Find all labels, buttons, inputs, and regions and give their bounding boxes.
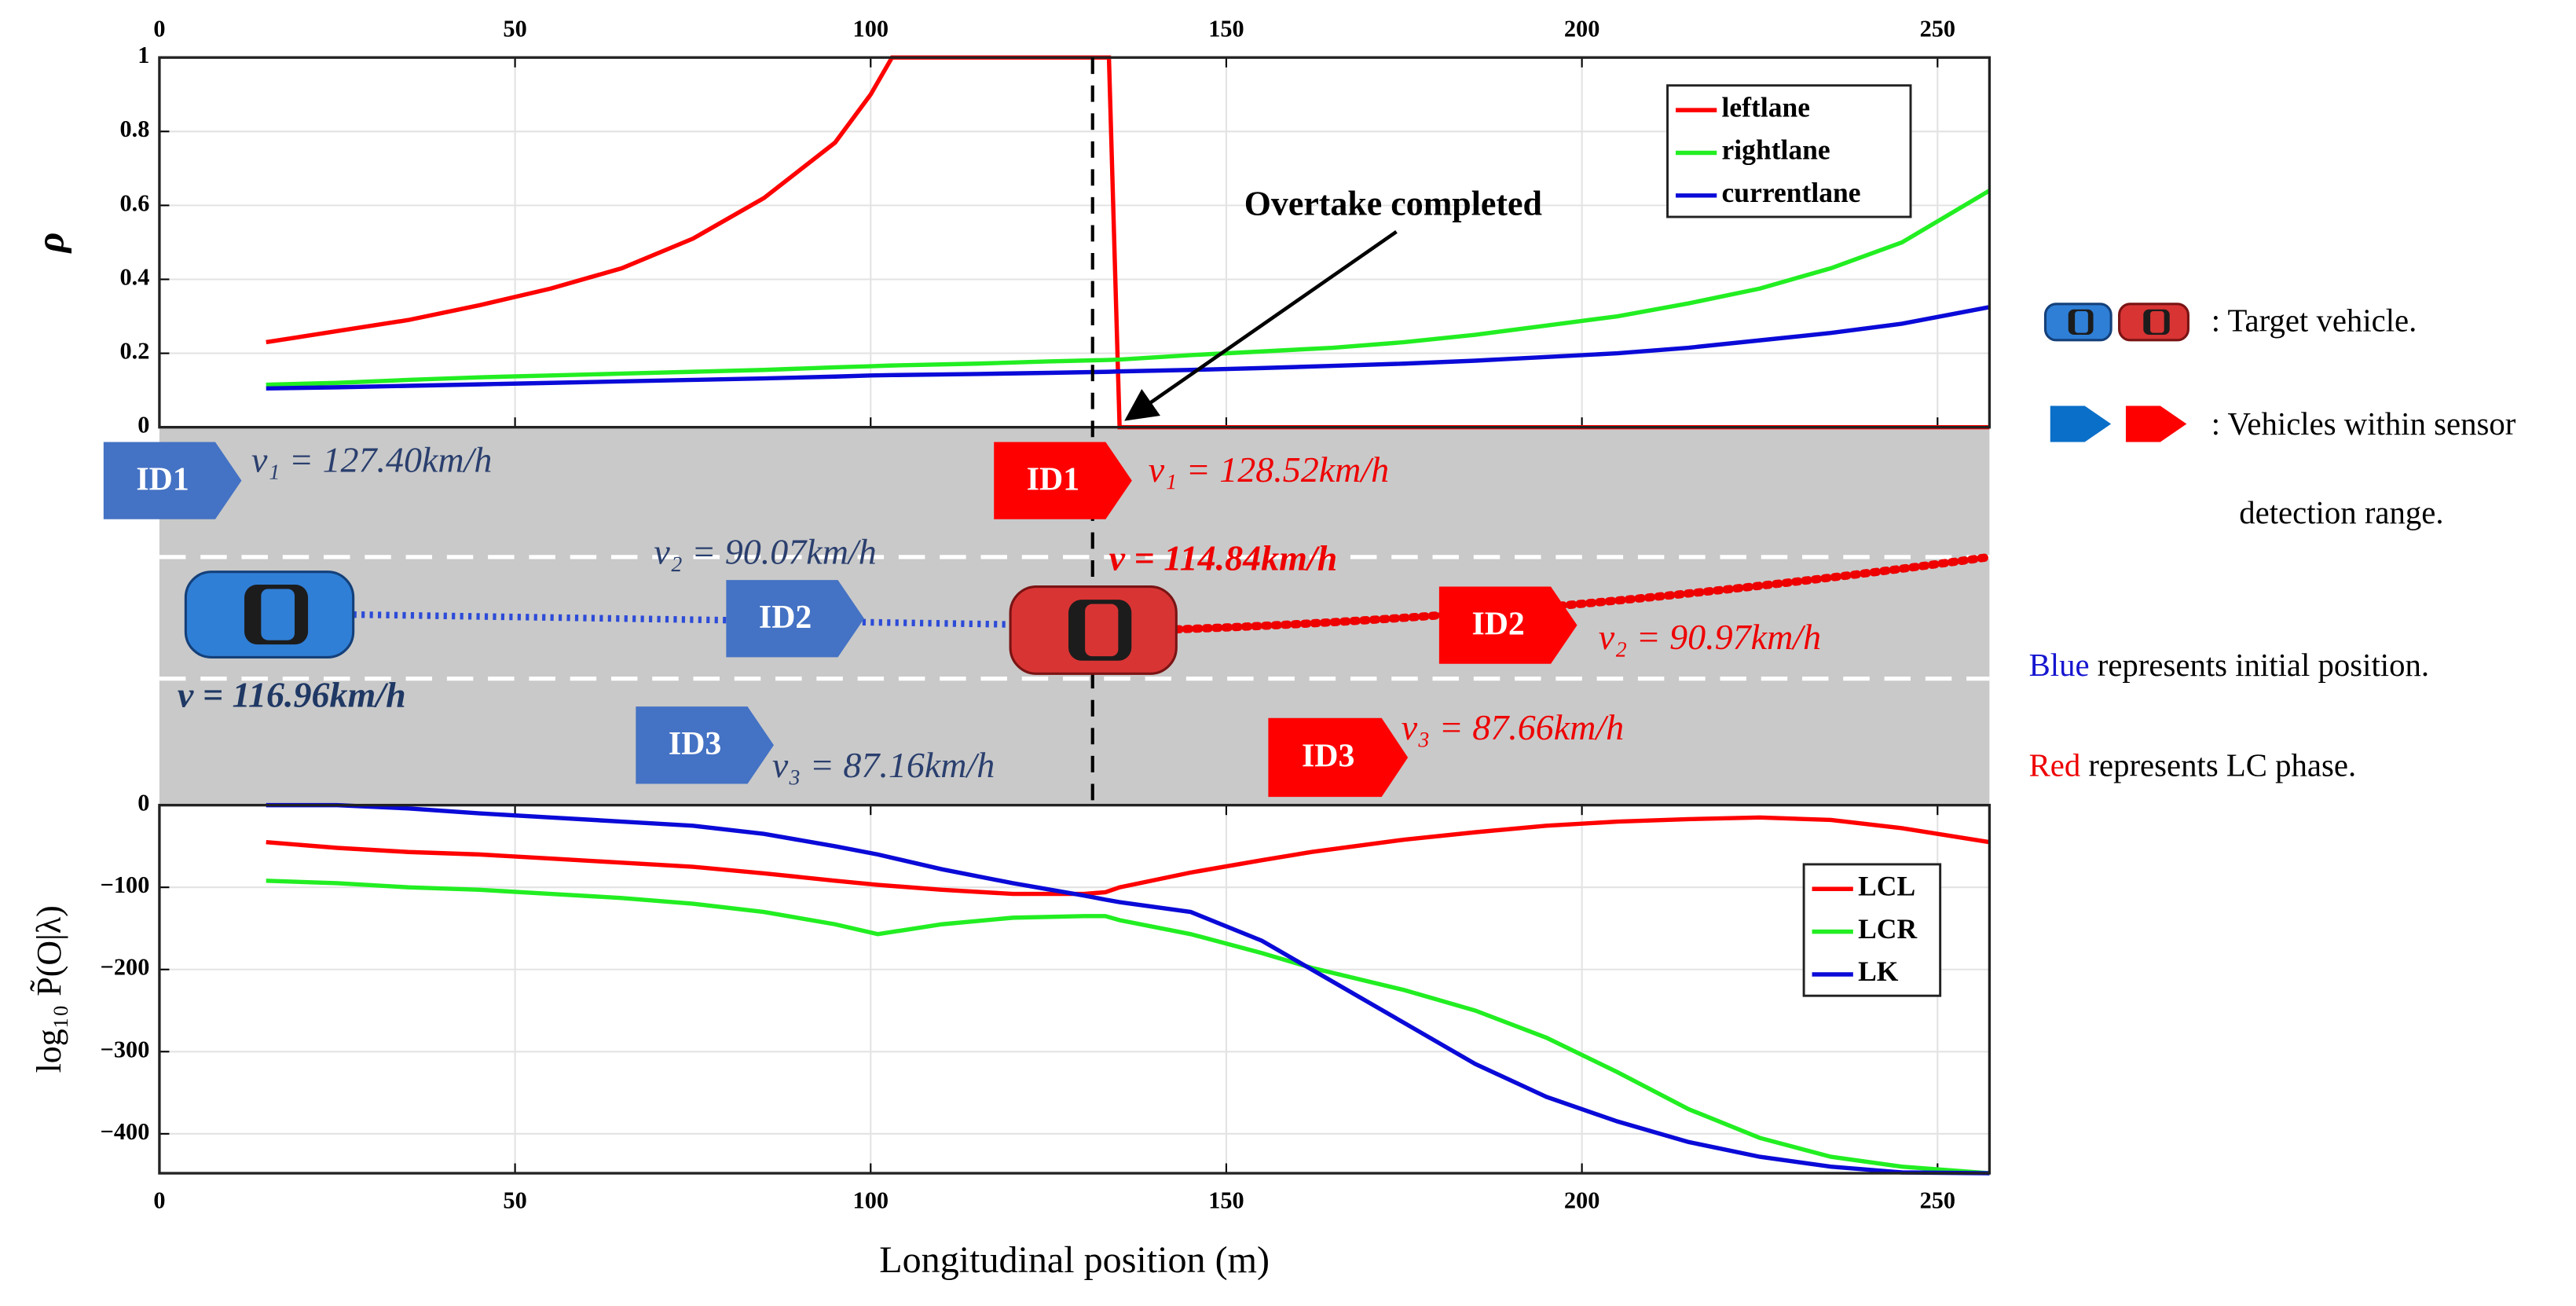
plot-frame: [158, 56, 1992, 429]
plot-area: [159, 805, 1990, 1174]
blue-word: Blue: [2029, 647, 2090, 683]
series-line: [266, 879, 1990, 1176]
x-tick-label: 150: [1208, 16, 1244, 42]
y-tick-label: 0: [137, 790, 149, 816]
vehicle-tag-label: ID2: [759, 600, 812, 636]
legend-label: LCL: [1858, 870, 1915, 901]
x-tick-label: 250: [1920, 1187, 1955, 1214]
blue-rest: represents initial position.: [2090, 647, 2430, 683]
red-word: Red: [2029, 748, 2081, 783]
vehicle-tag: [726, 580, 864, 658]
speed-label: v = 116.96km/h: [178, 674, 406, 714]
y-tick-label: 1: [137, 42, 149, 68]
speed-label: v₂ = 90.07km/h: [654, 531, 876, 571]
x-tick-label: 200: [1564, 1187, 1599, 1214]
vehicle-tag: [2050, 405, 2112, 442]
legend-label: leftlane: [1722, 91, 1810, 123]
vehicle-tag: [994, 442, 1132, 519]
red-rest: represents LC phase.: [2080, 748, 2356, 783]
y-tick-label: 0.8: [119, 116, 149, 142]
legend-label: rightlane: [1722, 134, 1830, 166]
legend-label: currentlane: [1722, 177, 1861, 208]
note-target: : Target vehicle.: [2211, 303, 2417, 338]
vehicle-tag-label: ID3: [669, 726, 721, 762]
series-line: [266, 815, 1990, 897]
car-roof-top: [2075, 311, 2088, 333]
speed-label: v₂ = 90.97km/h: [1599, 617, 1821, 657]
y-tick-label: 0.6: [119, 189, 149, 216]
vehicle-tag-label: ID3: [1302, 739, 1354, 775]
x-tick-label: 0: [153, 16, 165, 42]
road-layer: ID1 ID2 ID3 ID1 ID2 ID3 v₁ = 127.40km/h v₂ = 90…: [103, 303, 2189, 798]
speed-label: v = 114.84km/h: [1109, 538, 1338, 578]
x-tick-label: 100: [853, 16, 889, 42]
x-tick-label: 200: [1564, 16, 1599, 42]
x-tick-label: 0: [153, 1187, 165, 1214]
legend-label: LCR: [1858, 913, 1917, 945]
plot-frame: [158, 803, 1992, 1175]
vehicle-tag-label: ID1: [1027, 461, 1079, 497]
y-tick-label: −300: [101, 1036, 150, 1062]
y-axis-label: ρ: [28, 233, 72, 255]
speed-label: v₃ = 87.66km/h: [1402, 707, 1624, 747]
vehicle-tag: [103, 442, 242, 519]
car-roof-top: [261, 589, 295, 640]
x-axis-label: Longitudinal position (m): [879, 1239, 1270, 1281]
vehicle-tag-label: ID1: [136, 461, 189, 497]
x-tick-label: 50: [503, 16, 526, 42]
car-roof-top: [2150, 311, 2164, 333]
vehicle-tag: [1438, 586, 1577, 664]
note-blue: Blue represents initial position.: [2029, 647, 2430, 683]
x-tick-label: 150: [1208, 1187, 1244, 1214]
series-line: [266, 802, 1990, 1176]
y-tick-label: 0.2: [119, 338, 149, 365]
note-red: Red represents LC phase.: [2029, 748, 2357, 783]
y-axis-label: log₁₀ P̃(O|λ): [30, 905, 68, 1073]
red-trajectory: [1172, 552, 1994, 634]
vehicle-tag-label: ID2: [1471, 606, 1524, 642]
vehicle-tag: [2125, 405, 2187, 442]
series-line: [266, 189, 1991, 387]
y-tick-label: −400: [101, 1118, 150, 1145]
y-tick-label: −100: [101, 871, 150, 898]
speed-label: v₁ = 127.40km/h: [251, 439, 492, 479]
blue-trajectory: [353, 611, 1011, 628]
annotation-arrow: [1124, 229, 1398, 421]
x-tick-label: 250: [1920, 16, 1955, 42]
series-line: [266, 305, 1990, 391]
y-tick-label: −200: [101, 954, 150, 981]
note-sensor: : Vehicles within sensor: [2211, 406, 2516, 442]
speed-label: v₃ = 87.16km/h: [772, 745, 995, 785]
x-tick-label: 50: [503, 1187, 526, 1214]
speed-label: v₁ = 128.52km/h: [1149, 449, 1389, 490]
x-tick-label: 100: [853, 1187, 889, 1214]
note-sensor: detection range.: [2239, 495, 2443, 530]
legend-label: LK: [1858, 956, 1899, 987]
car-roof-top: [1085, 603, 1119, 657]
vehicle-tag: [1268, 717, 1409, 798]
annotation: Overtake completed: [1244, 185, 1542, 223]
y-tick-label: 0.4: [119, 263, 149, 290]
y-tick-label: 0: [137, 412, 149, 438]
vehicle-tag: [636, 706, 774, 784]
